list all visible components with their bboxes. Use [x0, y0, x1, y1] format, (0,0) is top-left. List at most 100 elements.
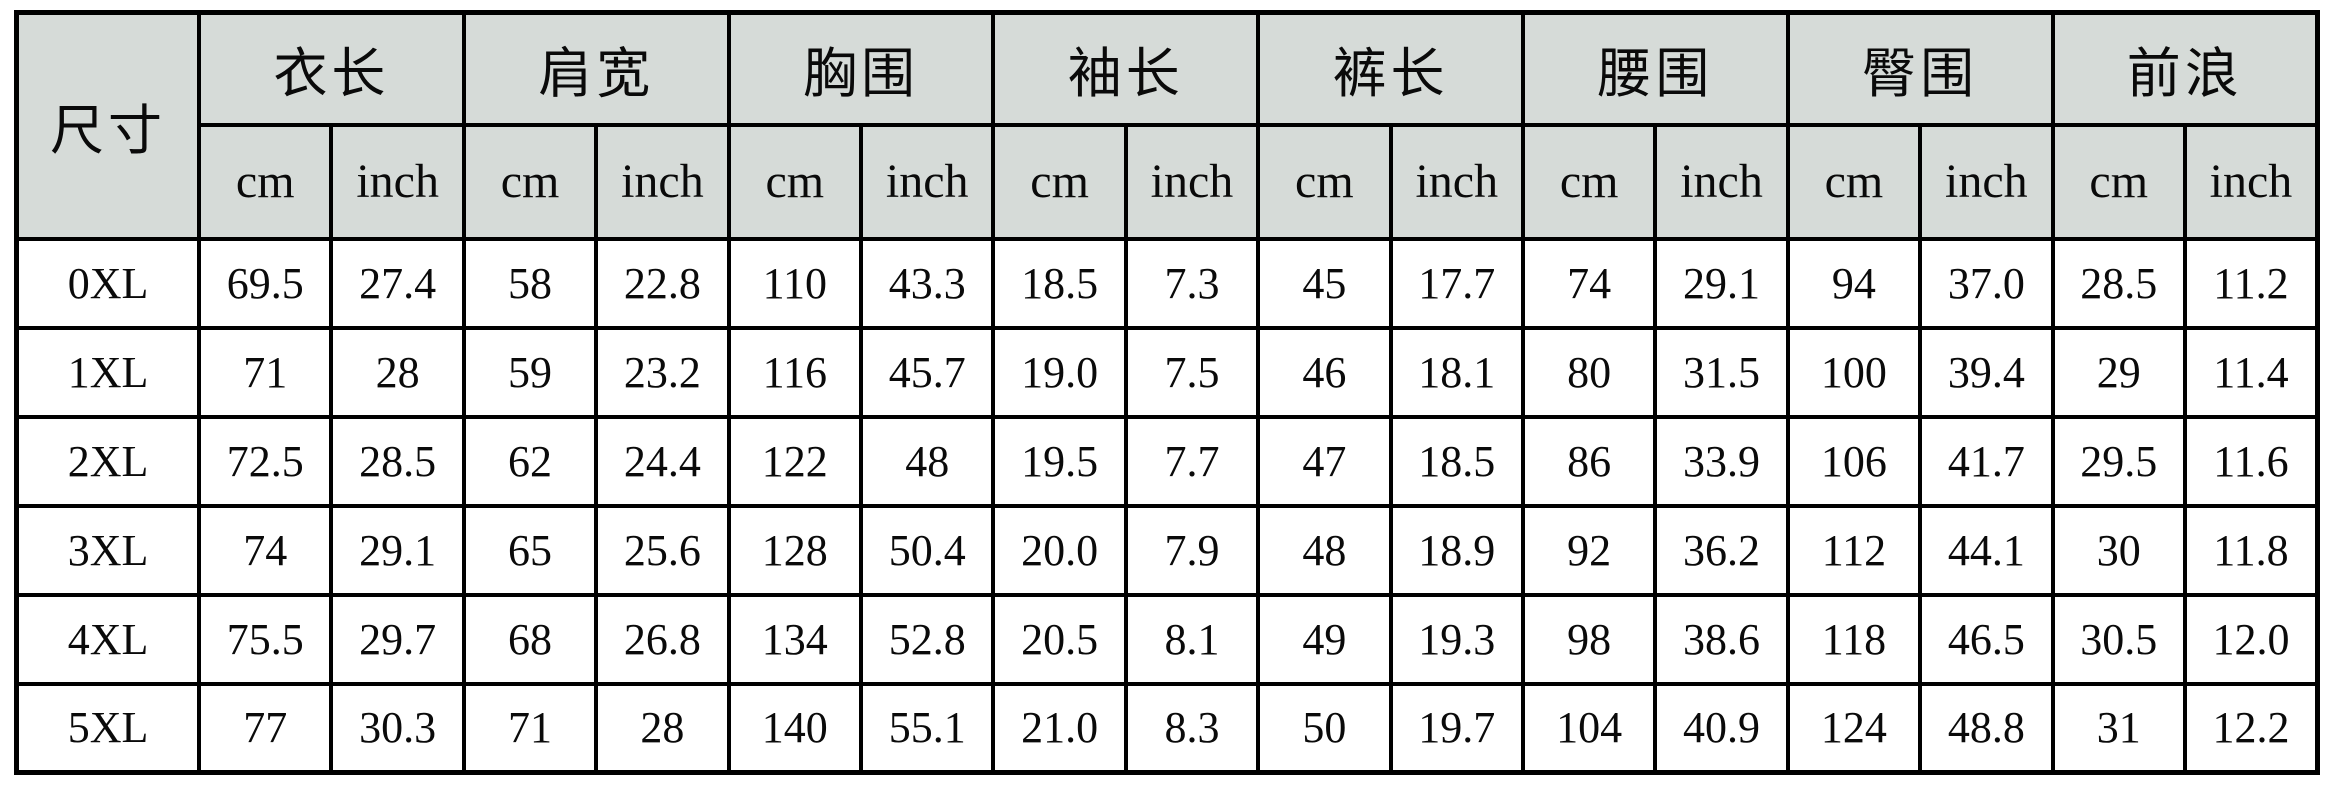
value-cell: 17.7 — [1388, 236, 1525, 330]
value-cell: 30.5 — [2050, 592, 2187, 686]
table-row: 2XL 72.5 28.5 62 24.4 122 48 19.5 7.7 47 18.5 86 33.… — [14, 414, 2320, 508]
value-cell: 19.0 — [991, 325, 1128, 419]
size-column-header: 尺寸 — [14, 10, 202, 241]
value-cell: 124 — [1785, 681, 1923, 775]
size-cell: 2XL — [14, 414, 202, 508]
value-cell: 20.0 — [991, 503, 1128, 597]
value-cell: 20.5 — [991, 592, 1128, 686]
value-cell: 8.3 — [1123, 681, 1261, 775]
value-cell: 48.8 — [1918, 681, 2055, 775]
value-cell: 11.8 — [2182, 503, 2320, 597]
value-cell: 128 — [726, 503, 864, 597]
value-cell: 49 — [1256, 592, 1393, 686]
size-cell: 4XL — [14, 592, 202, 686]
value-cell: 116 — [726, 325, 864, 419]
value-cell: 59 — [461, 325, 599, 419]
value-cell: 27.4 — [329, 236, 466, 330]
value-cell: 31 — [2050, 681, 2187, 775]
value-cell: 7.9 — [1123, 503, 1261, 597]
value-cell: 75.5 — [197, 592, 334, 686]
unit-header-cm: cm — [461, 122, 599, 241]
value-cell: 55.1 — [858, 681, 996, 775]
measurement-group-header: 裤长 — [1256, 10, 1525, 127]
value-cell: 7.7 — [1123, 414, 1261, 508]
value-cell: 38.6 — [1653, 592, 1790, 686]
value-cell: 71 — [461, 681, 599, 775]
value-cell: 50 — [1256, 681, 1393, 775]
value-cell: 86 — [1520, 414, 1658, 508]
value-cell: 52.8 — [858, 592, 996, 686]
unit-header-inch: inch — [1388, 122, 1525, 241]
unit-header-inch: inch — [858, 122, 996, 241]
value-cell: 23.2 — [594, 325, 731, 419]
value-cell: 122 — [726, 414, 864, 508]
value-cell: 98 — [1520, 592, 1658, 686]
value-cell: 69.5 — [197, 236, 334, 330]
table-row: 5XL 77 30.3 71 28 140 55.1 21.0 8.3 50 19.7 104 40.9… — [14, 681, 2320, 775]
measurement-group-header: 腰围 — [1520, 10, 1790, 127]
value-cell: 118 — [1785, 592, 1923, 686]
table-row: 1XL 71 28 59 23.2 116 45.7 19.0 7.5 46 18.1 80 31.5 1… — [14, 325, 2320, 419]
unit-header-inch: inch — [2182, 122, 2320, 241]
table-row: 0XL 69.5 27.4 58 22.8 110 43.3 18.5 7.3 45 17.7 74 2… — [14, 236, 2320, 330]
value-cell: 110 — [726, 236, 864, 330]
value-cell: 11.6 — [2182, 414, 2320, 508]
size-cell: 5XL — [14, 681, 202, 775]
value-cell: 18.1 — [1388, 325, 1525, 419]
measurement-group-header: 肩宽 — [461, 10, 731, 127]
value-cell: 30 — [2050, 503, 2187, 597]
value-cell: 7.3 — [1123, 236, 1261, 330]
value-cell: 28 — [594, 681, 731, 775]
measurement-group-header: 衣长 — [197, 10, 466, 127]
value-cell: 12.0 — [2182, 592, 2320, 686]
value-cell: 48 — [858, 414, 996, 508]
value-cell: 50.4 — [858, 503, 996, 597]
value-cell: 26.8 — [594, 592, 731, 686]
value-cell: 45.7 — [858, 325, 996, 419]
value-cell: 29 — [2050, 325, 2187, 419]
size-cell: 0XL — [14, 236, 202, 330]
value-cell: 74 — [1520, 236, 1658, 330]
value-cell: 43.3 — [858, 236, 996, 330]
value-cell: 31.5 — [1653, 325, 1790, 419]
value-cell: 45 — [1256, 236, 1393, 330]
value-cell: 65 — [461, 503, 599, 597]
value-cell: 21.0 — [991, 681, 1128, 775]
value-cell: 19.7 — [1388, 681, 1525, 775]
table-row: 3XL 74 29.1 65 25.6 128 50.4 20.0 7.9 48 18.9 92 36.… — [14, 503, 2320, 597]
value-cell: 104 — [1520, 681, 1658, 775]
unit-header-inch: inch — [594, 122, 731, 241]
value-cell: 36.2 — [1653, 503, 1790, 597]
value-cell: 19.3 — [1388, 592, 1525, 686]
header-unit-row: cm inch cm inch cm inch cm inch cm inch cm inch cm in… — [17, 122, 2320, 241]
value-cell: 18.9 — [1388, 503, 1525, 597]
measurement-group-header: 胸围 — [726, 10, 996, 127]
size-cell: 3XL — [14, 503, 202, 597]
value-cell: 77 — [197, 681, 334, 775]
value-cell: 39.4 — [1918, 325, 2055, 419]
value-cell: 22.8 — [594, 236, 731, 330]
value-cell: 68 — [461, 592, 599, 686]
value-cell: 100 — [1785, 325, 1923, 419]
unit-header-inch: inch — [1918, 122, 2055, 241]
table-row: 4XL 75.5 29.7 68 26.8 134 52.8 20.5 8.1 49 19.3 98 3… — [14, 592, 2320, 686]
value-cell: 8.1 — [1123, 592, 1261, 686]
value-cell: 19.5 — [991, 414, 1128, 508]
value-cell: 24.4 — [594, 414, 731, 508]
value-cell: 46 — [1256, 325, 1393, 419]
unit-header-inch: inch — [1653, 122, 1790, 241]
header-group-row: 尺寸 衣长 肩宽 胸围 袖长 裤长 腰围 臀围 前浪 — [14, 10, 2320, 241]
value-cell: 11.2 — [2182, 236, 2320, 330]
value-cell: 140 — [726, 681, 864, 775]
value-cell: 18.5 — [991, 236, 1128, 330]
value-cell: 28 — [329, 325, 466, 419]
measurement-group-header: 前浪 — [2050, 10, 2320, 127]
value-cell: 47 — [1256, 414, 1393, 508]
value-cell: 18.5 — [1388, 414, 1525, 508]
value-cell: 25.6 — [594, 503, 731, 597]
value-cell: 44.1 — [1918, 503, 2055, 597]
value-cell: 12.2 — [2182, 681, 2320, 775]
value-cell: 29.7 — [329, 592, 466, 686]
size-cell: 1XL — [14, 325, 202, 419]
size-chart-table: 尺寸 衣长 肩宽 胸围 袖长 裤长 腰围 臀围 前浪 cm inch cm inch cm inch cm in… — [14, 10, 2320, 775]
